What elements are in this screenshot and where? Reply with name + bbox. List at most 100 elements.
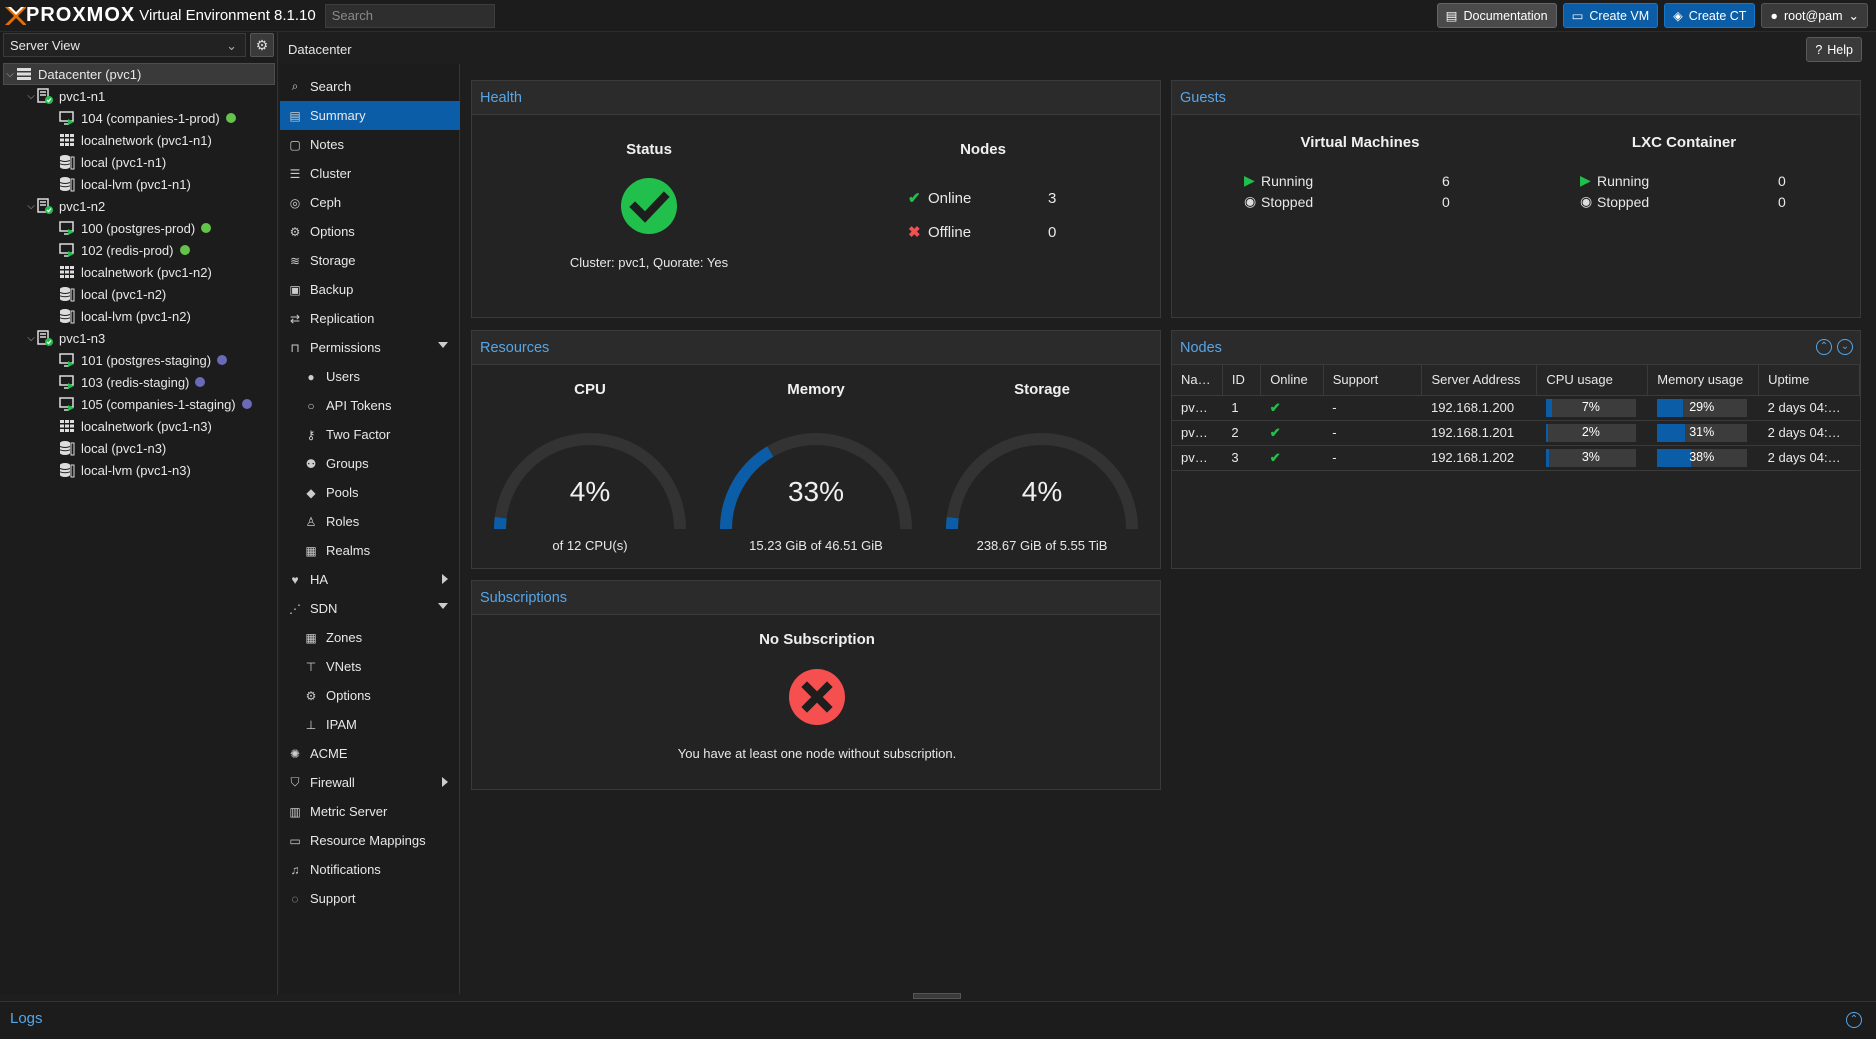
subscription-text: You have at least one node without subsc… <box>677 746 957 761</box>
nav-item-summary[interactable]: ▤ Summary <box>280 101 460 130</box>
tree-item-storage[interactable]: local (pvc1-n2) <box>3 283 275 305</box>
node-address-cell: 192.168.1.202 <box>1421 445 1537 471</box>
table-row[interactable]: pv… 1 ✔ -192.168.1.200 7% 29% 2 days 04:… <box>1172 395 1860 421</box>
tree-expander-icon[interactable]: ⌵ <box>27 200 35 212</box>
nav-item-backup[interactable]: ▣ Backup <box>280 275 460 304</box>
tree-item-node[interactable]: ⌵ pvc1-n1 <box>3 85 275 107</box>
nav-item-api-tokens[interactable]: ○ API Tokens <box>280 391 460 420</box>
status-dot-icon <box>225 113 236 123</box>
caret-down-icon[interactable] <box>438 603 448 609</box>
nav-item-notes[interactable]: ▢ Notes <box>280 130 460 159</box>
nav-item-label: VNets <box>326 659 362 674</box>
tree-item-vm[interactable]: 103 (redis-staging) <box>3 371 275 393</box>
tree-item-vm[interactable]: 105 (companies-1-staging) <box>3 393 275 415</box>
nav-item-label: Groups <box>326 456 369 471</box>
column-header[interactable]: Server Address <box>1421 365 1538 396</box>
caret-right-icon[interactable] <box>442 574 448 584</box>
nav-item-users[interactable]: ● Users <box>280 362 460 391</box>
tree-item-node[interactable]: ⌵ pvc1-n3 <box>3 327 275 349</box>
tree-item-vm[interactable]: 100 (postgres-prod) <box>3 217 275 239</box>
documentation-button[interactable]: ▤ Documentation <box>1436 3 1557 28</box>
user-menu-button[interactable]: ● root@pam ⌄ <box>1761 3 1868 28</box>
column-header[interactable]: ID <box>1222 365 1262 396</box>
cpu-usage-fill <box>1545 423 1548 442</box>
memory-usage-bar: 38% <box>1656 448 1747 467</box>
column-header[interactable]: Na… <box>1172 365 1223 396</box>
nav-item-options[interactable]: ⚙ Options <box>280 681 460 710</box>
nav-item-permissions[interactable]: ⊓ Permissions <box>280 333 460 362</box>
tree-item-vm[interactable]: 101 (postgres-staging) <box>3 349 275 371</box>
nav-item-sdn[interactable]: ⋰ SDN <box>280 594 460 623</box>
nav-item-metric-server[interactable]: ▥ Metric Server <box>280 797 460 826</box>
nav-item-storage[interactable]: ≋ Storage <box>280 246 460 275</box>
help-button[interactable]: ? Help <box>1806 37 1862 62</box>
play-circle-icon: ▶ <box>1244 172 1255 188</box>
comments-icon: ◌ <box>291 891 299 906</box>
nav-item-ipam[interactable]: ⊥ IPAM <box>280 710 460 739</box>
nav-item-options[interactable]: ⚙ Options <box>280 217 460 246</box>
nav-item-label: Metric Server <box>310 804 388 819</box>
offline-label: Offline <box>928 223 972 241</box>
caret-right-icon[interactable] <box>442 777 448 787</box>
create-ct-button[interactable]: ◈ Create CT <box>1664 3 1756 28</box>
table-row[interactable]: pv… 2 ✔ -192.168.1.201 2% 31% 2 days 04:… <box>1172 420 1860 446</box>
nav-item-notifications[interactable]: ♫ Notifications <box>280 855 460 884</box>
nav-item-two-factor[interactable]: ⚷ Two Factor <box>280 420 460 449</box>
nav-item-resource-mappings[interactable]: ▭ Resource Mappings <box>280 826 460 855</box>
nav-item-roles[interactable]: ♙ Roles <box>280 507 460 536</box>
node-online-cell: ✔ <box>1260 420 1324 446</box>
proxmox-logo[interactable]: PROXMOX <box>4 4 135 27</box>
table-row[interactable]: pv… 3 ✔ -192.168.1.202 3% 38% 2 days 04:… <box>1172 445 1860 471</box>
caret-down-icon[interactable] <box>438 342 448 348</box>
nav-item-support[interactable]: ◌ Support <box>280 884 460 913</box>
online-row: ✔ Online 3 <box>908 189 1058 208</box>
nav-item-cluster[interactable]: ☰ Cluster <box>280 159 460 188</box>
tree-item-network[interactable]: localnetwork (pvc1-n1) <box>3 129 275 151</box>
tree-item-storage[interactable]: local-lvm (pvc1-n1) <box>3 173 275 195</box>
tree-expander-icon[interactable]: ⌵ <box>27 90 35 102</box>
nav-item-zones[interactable]: ▦ Zones <box>280 623 460 652</box>
view-select[interactable]: Server View ⌄ <box>3 33 246 57</box>
tree-item-storage[interactable]: local (pvc1-n3) <box>3 437 275 459</box>
expand-up-icon[interactable]: ⌃ <box>1846 1012 1862 1028</box>
tree-item-storage[interactable]: local (pvc1-n1) <box>3 151 275 173</box>
gauge-memory: Memory 33% 15.23 GiB of 46.51 GiB <box>706 381 926 561</box>
nav-item-ceph[interactable]: ◎ Ceph <box>280 188 460 217</box>
search-input[interactable] <box>324 3 495 28</box>
column-header[interactable]: Memory usage <box>1647 365 1760 396</box>
nav-item-groups[interactable]: ⚉ Groups <box>280 449 460 478</box>
tree-settings-button[interactable]: ⚙ <box>250 33 274 57</box>
tree-expander-icon[interactable]: ⌵ <box>27 332 35 344</box>
nav-item-search[interactable]: ⌕ Search <box>280 72 460 101</box>
create-vm-button[interactable]: ▭ Create VM <box>1562 3 1659 28</box>
node-name-cell: pv… <box>1172 420 1223 446</box>
node-online-icon <box>37 198 53 214</box>
resource-tree: ⌵ Datacenter (pvc1) ⌵ pvc1-n1 104 (companies… <box>3 63 275 481</box>
tree-item-storage[interactable]: local-lvm (pvc1-n2) <box>3 305 275 327</box>
tree-item-node[interactable]: ⌵ pvc1-n2 <box>3 195 275 217</box>
tree-expander-icon[interactable]: ⌵ <box>6 68 14 80</box>
column-header[interactable]: Online <box>1260 365 1324 396</box>
collapse-up-icon[interactable]: ⌃ <box>1816 339 1832 355</box>
tree-item-label: local-lvm (pvc1-n1) <box>81 176 191 192</box>
nav-item-ha[interactable]: ♥ HA <box>280 565 460 594</box>
nav-item-realms[interactable]: ▦ Realms <box>280 536 460 565</box>
tree-item-datacenter[interactable]: ⌵ Datacenter (pvc1) <box>3 63 275 85</box>
column-header[interactable]: CPU usage <box>1536 365 1649 396</box>
tree-item-vm[interactable]: 102 (redis-prod) <box>3 239 275 261</box>
tree-item-storage[interactable]: local-lvm (pvc1-n3) <box>3 459 275 481</box>
nav-item-firewall[interactable]: ⛉ Firewall <box>280 768 460 797</box>
nav-item-pools[interactable]: ◆ Pools <box>280 478 460 507</box>
column-header[interactable]: Support <box>1323 365 1423 396</box>
collapse-down-icon[interactable]: ⌄ <box>1837 339 1853 355</box>
column-header[interactable]: Uptime <box>1758 365 1860 396</box>
offline-count: 0 <box>1048 223 1057 241</box>
create-ct-label: Create CT <box>1688 8 1747 23</box>
tree-item-network[interactable]: localnetwork (pvc1-n2) <box>3 261 275 283</box>
log-splitter-handle[interactable] <box>913 993 961 999</box>
nav-item-vnets[interactable]: ⊤ VNets <box>280 652 460 681</box>
nav-item-replication[interactable]: ⇄ Replication <box>280 304 460 333</box>
nav-item-acme[interactable]: ✺ ACME <box>280 739 460 768</box>
tree-item-network[interactable]: localnetwork (pvc1-n3) <box>3 415 275 437</box>
tree-item-vm[interactable]: 104 (companies-1-prod) <box>3 107 275 129</box>
